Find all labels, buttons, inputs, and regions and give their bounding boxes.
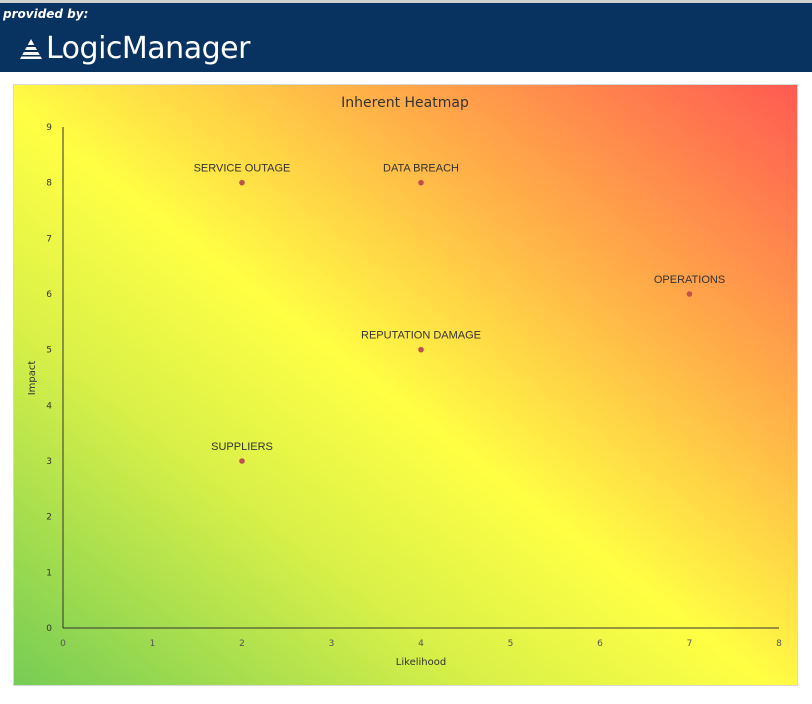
x-tick-label: 3 — [329, 639, 335, 649]
data-label: SUPPLIERS — [211, 441, 273, 453]
y-tick-label: 9 — [46, 123, 52, 133]
y-tick-label: 5 — [46, 346, 52, 356]
data-point — [686, 291, 693, 297]
x-tick-label: 2 — [239, 639, 245, 649]
logo-triangle-icon — [20, 38, 42, 59]
y-tick-label: 1 — [46, 568, 52, 578]
x-tick-label: 1 — [150, 639, 156, 649]
data-point — [418, 346, 424, 353]
y-tick-label: 0 — [46, 624, 52, 634]
x-tick-label: 5 — [508, 639, 514, 649]
data-label: REPUTATION DAMAGE — [361, 330, 481, 342]
y-tick-label: 4 — [46, 401, 52, 411]
x-tick-label: 7 — [687, 639, 693, 649]
x-axis-label: Likelihood — [396, 657, 446, 668]
data-point — [239, 458, 245, 464]
x-tick-label: 8 — [776, 639, 782, 649]
provided-by-label: provided by: — [3, 7, 89, 21]
logo-text: LogicManager — [46, 31, 250, 66]
data-label: SERVICE OUTAGE — [194, 163, 291, 175]
y-tick-label: 8 — [46, 179, 52, 189]
y-tick-label: 6 — [46, 290, 52, 300]
data-point — [418, 179, 424, 186]
x-tick-label: 6 — [597, 639, 603, 649]
data-label: OPERATIONS — [654, 274, 725, 286]
chart-area — [13, 84, 798, 686]
x-tick-label: 0 — [60, 639, 66, 649]
logo: LogicManager — [20, 31, 250, 66]
y-tick-label: 2 — [46, 513, 52, 523]
data-label: DATA BREACH — [383, 163, 459, 175]
x-tick-label: 4 — [418, 639, 424, 649]
y-tick-label: 3 — [46, 457, 52, 467]
header-banner: provided by: LogicManager — [0, 3, 812, 72]
top-border — [0, 0, 812, 3]
y-axis-label: Impact — [27, 361, 38, 396]
y-tick-label: 7 — [46, 234, 52, 244]
chart-title: Inherent Heatmap — [341, 95, 469, 111]
data-point — [239, 179, 245, 186]
